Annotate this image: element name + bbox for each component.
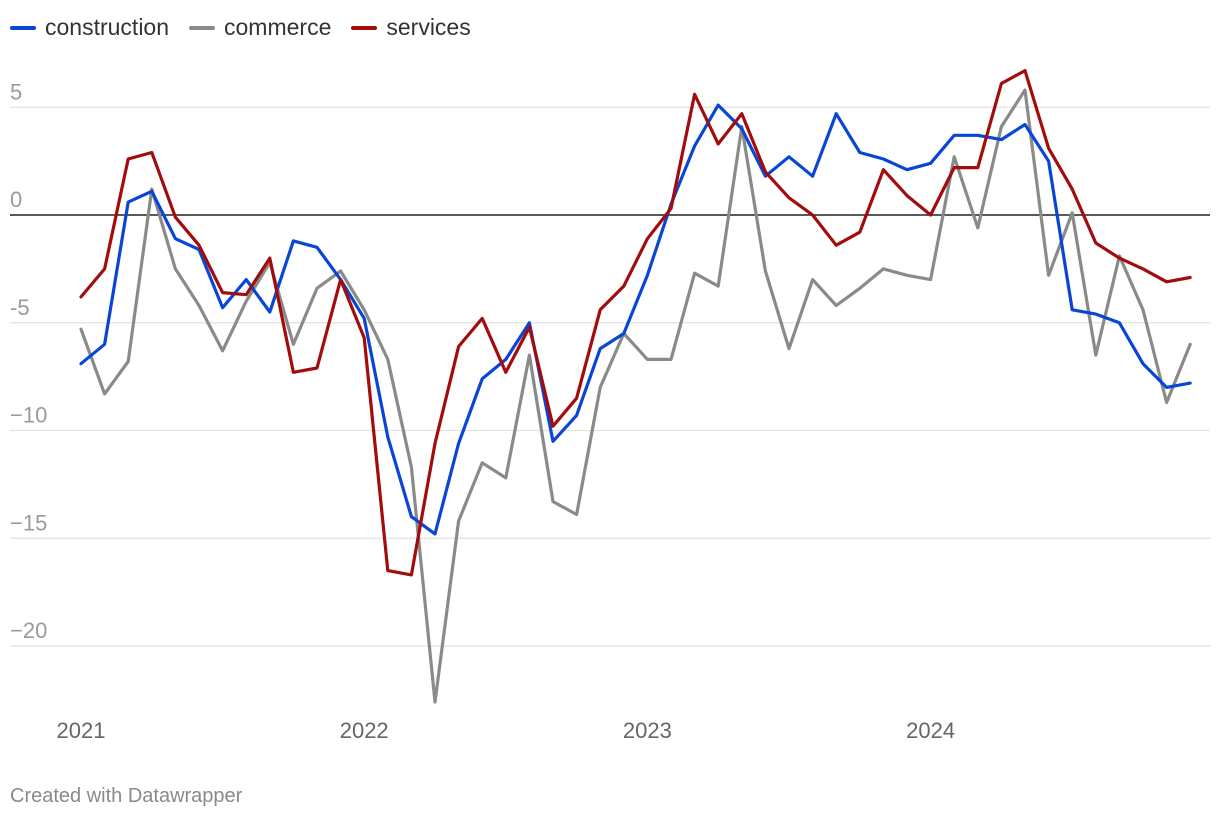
legend-label-services: services bbox=[386, 14, 471, 40]
series-lines bbox=[79, 68, 1192, 704]
chart-legend: construction commerce services bbox=[10, 14, 471, 41]
series-line-services bbox=[79, 68, 1192, 577]
series-line-construction bbox=[79, 103, 1192, 536]
x-tick-label: 2024 bbox=[906, 718, 955, 743]
legend-swatch-services bbox=[351, 25, 378, 30]
x-axis-tick-labels: 2021 2022 2023 2024 bbox=[57, 718, 956, 743]
legend-swatch-construction bbox=[10, 25, 36, 30]
series-line-commerce bbox=[79, 88, 1192, 704]
legend-item-services: services bbox=[351, 14, 471, 41]
x-tick-label: 2022 bbox=[340, 718, 389, 743]
line-chart: 5 0 -5 −10 −15 −20 2021 2022 2023 2024 bbox=[10, 68, 1210, 743]
gridlines bbox=[10, 106, 1210, 647]
legend-item-construction: construction bbox=[10, 14, 169, 41]
datawrapper-credit: Created with Datawrapper bbox=[10, 785, 243, 807]
legend-label-commerce: commerce bbox=[224, 14, 332, 40]
y-tick-label: −20 bbox=[10, 618, 47, 643]
x-tick-label: 2021 bbox=[57, 718, 106, 743]
y-axis-tick-labels: 5 0 -5 −10 −15 −20 bbox=[10, 79, 47, 643]
x-tick-label: 2023 bbox=[623, 718, 672, 743]
legend-item-commerce: commerce bbox=[189, 14, 331, 41]
legend-label-construction: construction bbox=[45, 14, 170, 40]
y-tick-label: 5 bbox=[10, 79, 22, 104]
y-tick-label: −10 bbox=[10, 403, 47, 428]
y-tick-label: −15 bbox=[10, 510, 47, 535]
y-tick-label: -5 bbox=[10, 295, 30, 320]
y-tick-label: 0 bbox=[10, 187, 22, 212]
legend-swatch-commerce bbox=[189, 25, 216, 30]
